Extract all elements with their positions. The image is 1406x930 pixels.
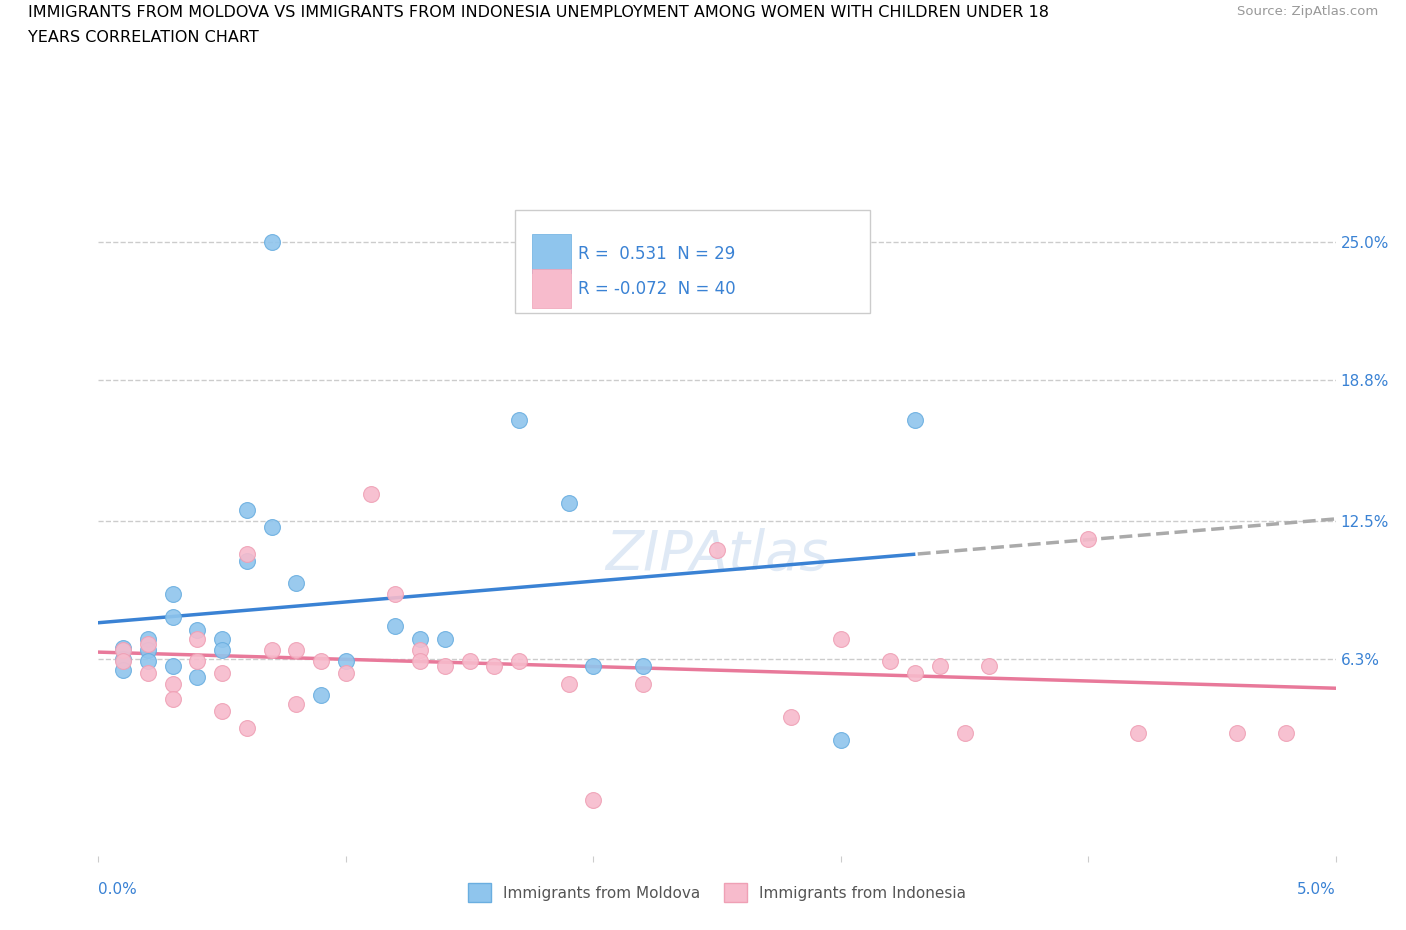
Point: [260, 234, 283, 249]
Point: [484, 658, 506, 673]
Point: [1275, 725, 1298, 740]
Point: [309, 654, 332, 669]
Point: [285, 697, 308, 711]
Point: [162, 676, 184, 691]
Point: [433, 658, 456, 673]
Point: [285, 576, 308, 591]
Point: [582, 658, 605, 673]
Point: [112, 643, 135, 658]
Point: [285, 643, 308, 658]
Point: [112, 654, 135, 669]
Point: [904, 413, 927, 428]
Point: [557, 496, 579, 511]
Point: [458, 654, 481, 669]
Point: [162, 658, 184, 673]
Point: [186, 670, 208, 684]
Point: [260, 520, 283, 535]
Point: [1226, 725, 1249, 740]
Point: [162, 587, 184, 602]
Point: [1077, 531, 1099, 546]
Point: [136, 631, 159, 646]
Point: [211, 643, 233, 658]
Point: [904, 665, 927, 680]
Point: [260, 643, 283, 658]
Point: [186, 654, 208, 669]
Point: [335, 654, 357, 669]
Point: [236, 547, 259, 562]
Point: [979, 658, 1001, 673]
Point: [136, 643, 159, 658]
Point: [508, 413, 530, 428]
Text: YEARS CORRELATION CHART: YEARS CORRELATION CHART: [28, 30, 259, 45]
Legend: Immigrants from Moldova, Immigrants from Indonesia: Immigrants from Moldova, Immigrants from…: [463, 877, 972, 909]
Point: [409, 643, 432, 658]
Point: [211, 631, 233, 646]
Text: 5.0%: 5.0%: [1296, 883, 1336, 897]
Point: [309, 687, 332, 702]
Point: [211, 703, 233, 718]
Point: [582, 792, 605, 807]
Point: [236, 502, 259, 517]
Point: [631, 658, 654, 673]
Point: [236, 553, 259, 568]
Point: [879, 654, 901, 669]
Point: [631, 676, 654, 691]
Point: [384, 587, 406, 602]
Point: [136, 654, 159, 669]
Point: [136, 665, 159, 680]
Point: [162, 609, 184, 624]
Point: [136, 636, 159, 651]
Point: [780, 710, 803, 724]
Point: [335, 665, 357, 680]
Point: [928, 658, 950, 673]
Point: [1126, 725, 1149, 740]
Point: [508, 654, 530, 669]
Text: R = -0.072  N = 40: R = -0.072 N = 40: [578, 280, 737, 298]
Point: [186, 623, 208, 638]
Point: [409, 631, 432, 646]
Point: [384, 618, 406, 633]
Point: [186, 631, 208, 646]
Point: [830, 631, 852, 646]
Text: IMMIGRANTS FROM MOLDOVA VS IMMIGRANTS FROM INDONESIA UNEMPLOYMENT AMONG WOMEN WI: IMMIGRANTS FROM MOLDOVA VS IMMIGRANTS FR…: [28, 5, 1049, 20]
Point: [112, 663, 135, 678]
Point: [557, 676, 579, 691]
Point: [112, 641, 135, 656]
Point: [360, 486, 382, 501]
Point: [211, 665, 233, 680]
Text: ZIPAtlas: ZIPAtlas: [606, 528, 828, 580]
Text: Source: ZipAtlas.com: Source: ZipAtlas.com: [1237, 5, 1378, 18]
Point: [162, 692, 184, 707]
Point: [953, 725, 976, 740]
Text: 0.0%: 0.0%: [98, 883, 138, 897]
Point: [409, 654, 432, 669]
Point: [236, 721, 259, 736]
Text: R =  0.531  N = 29: R = 0.531 N = 29: [578, 245, 735, 262]
Point: [830, 732, 852, 747]
Point: [112, 652, 135, 667]
Point: [433, 631, 456, 646]
Point: [706, 542, 728, 557]
